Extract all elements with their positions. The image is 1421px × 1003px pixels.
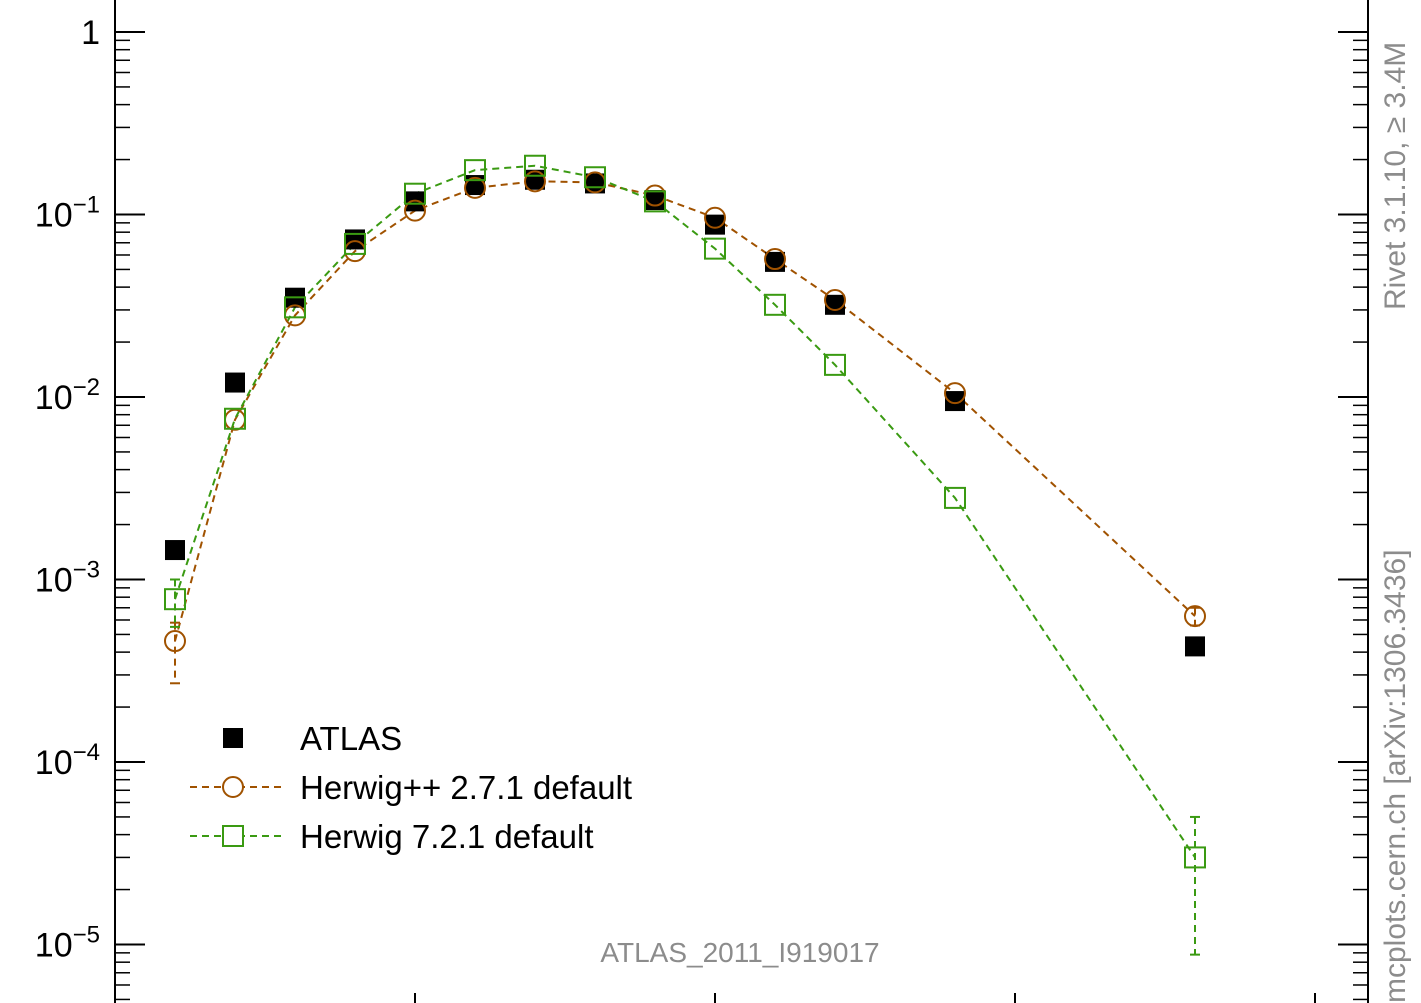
y-tick-label-base: 10	[35, 379, 73, 417]
herwig7-data-point	[1184, 846, 1206, 869]
legend-label: ATLAS	[300, 720, 402, 757]
y-tick-label: 10−1	[35, 192, 100, 235]
atlas-data-point	[525, 169, 545, 190]
herwigpp-data-point	[764, 248, 786, 271]
mcplots-source-label: mcplots.cern.ch [arXiv:1306.3436]	[1379, 549, 1412, 1003]
y-tick-label-base: 10	[35, 744, 73, 782]
legend-label: Herwig 7.2.1 default	[300, 818, 594, 855]
legend-marker-herwigpp	[222, 776, 244, 798]
axes-frame	[114, 0, 1369, 1003]
herwig7-data-point	[704, 237, 726, 260]
axis-ticks	[114, 31, 1368, 1003]
rivet-version-label: Rivet 3.1.10, ≥ 3.4M	[1379, 42, 1412, 310]
y-tick-label: 10−5	[35, 922, 100, 965]
herwig7-data-point	[584, 166, 606, 189]
legend-marker-herwig7	[222, 825, 244, 847]
herwig7-data-point	[284, 296, 306, 319]
y-tick-label-base: 10	[35, 197, 73, 235]
herwig7-data-point	[764, 293, 786, 316]
herwig7-data-point	[224, 407, 246, 430]
y-tick-label: 10−2	[35, 374, 100, 417]
herwigpp-data-point	[824, 289, 846, 312]
atlas-data-point	[945, 391, 965, 412]
error-bars	[170, 578, 1200, 956]
atlas-data-point	[645, 190, 665, 211]
herwig7-data-point	[824, 353, 846, 376]
legend-label: Herwig++ 2.7.1 default	[300, 769, 632, 806]
herwig7-data-point	[164, 588, 186, 611]
herwig7-data-point	[344, 232, 366, 255]
legend: ATLAS Herwig++ 2.7.1 default Herwig 7.2.1 …	[190, 720, 632, 855]
herwigpp-data-point	[704, 206, 726, 229]
y-tick-label-exponent: −1	[73, 192, 100, 219]
y-tick-label: 10−4	[35, 739, 100, 782]
y-tick-label-exponent: −3	[73, 557, 100, 584]
analysis-watermark: ATLAS_2011_I919017	[600, 937, 879, 968]
y-tick-label-base: 10	[35, 927, 73, 965]
data-markers	[164, 154, 1206, 869]
atlas-data-point	[585, 173, 605, 194]
herwigpp-data-point	[164, 630, 186, 653]
atlas-data-point	[165, 540, 185, 561]
herwig7-data-point	[524, 154, 546, 177]
herwigpp-data-point	[524, 170, 546, 193]
herwig7-data-point	[644, 190, 666, 213]
herwigpp-data-point	[944, 382, 966, 405]
atlas-data-point	[225, 372, 245, 393]
legend-marker-atlas	[223, 728, 243, 748]
y-tick-label: 10−3	[35, 557, 100, 600]
herwig7-data-point	[404, 182, 426, 205]
herwigpp-data-point	[464, 176, 486, 199]
atlas-data-point	[825, 294, 845, 315]
herwigpp-data-point	[1184, 605, 1206, 628]
atlas-data-point	[345, 229, 365, 250]
y-tick-label-exponent: −2	[73, 374, 100, 401]
herwig7-data-point	[944, 486, 966, 509]
atlas-data-point	[705, 214, 725, 235]
herwigpp-data-point	[404, 199, 426, 222]
y-tick-labels: 110−110−210−310−410−5	[35, 14, 100, 965]
herwig7-data-point	[464, 159, 486, 182]
y-tick-label-base: 10	[35, 562, 73, 600]
y-tick-label-base: 1	[81, 14, 100, 52]
y-tick-label-exponent: −5	[73, 922, 100, 949]
series-line	[174, 180, 1196, 642]
y-tick-label-exponent: −4	[73, 739, 100, 766]
y-tick-label: 1	[81, 14, 100, 52]
atlas-data-point	[1185, 636, 1205, 657]
